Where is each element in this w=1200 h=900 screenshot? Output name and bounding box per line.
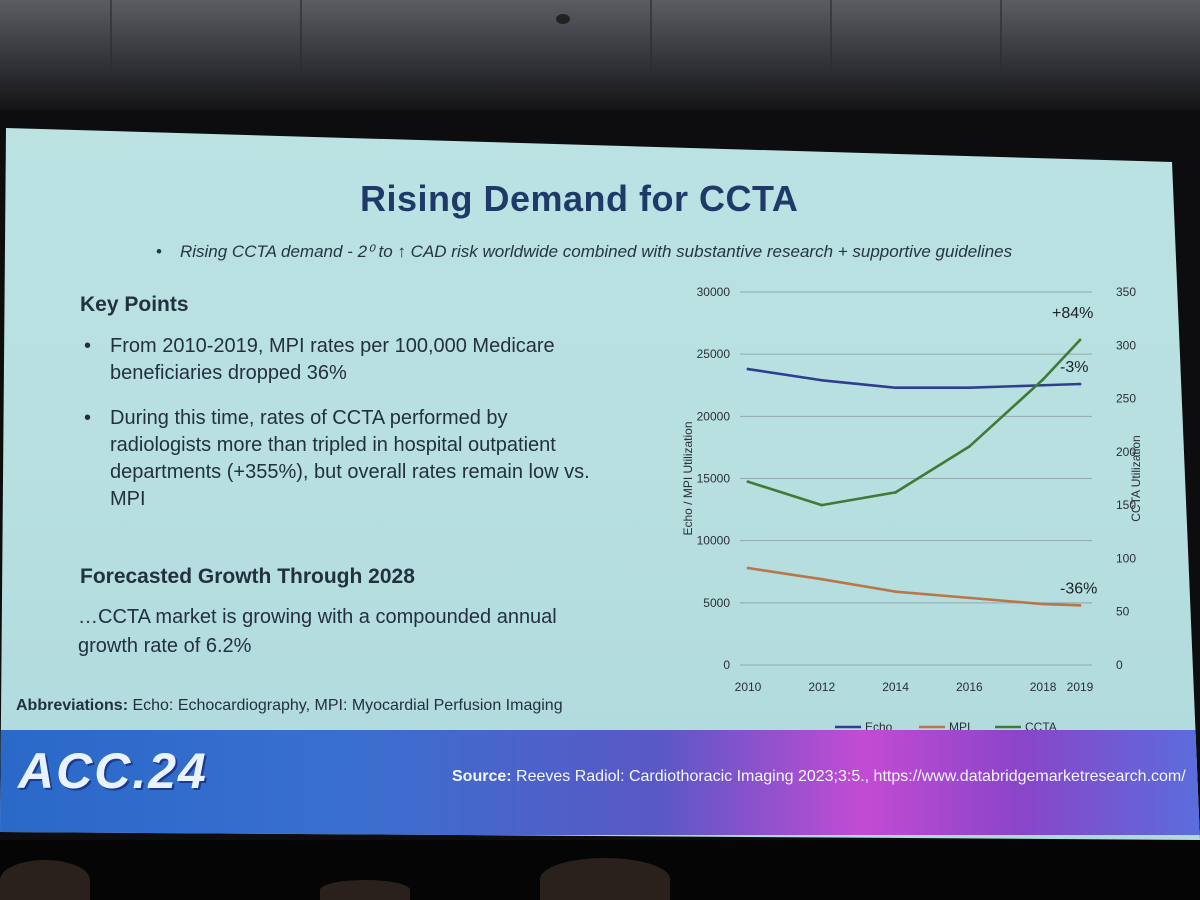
data-point-echo: [894, 386, 897, 390]
abbreviations: Abbreviations: Echo: Echocardiography, M…: [16, 697, 563, 715]
footer-band: [0, 730, 1200, 835]
data-point-echo: [1078, 382, 1082, 386]
annotation-echo: -3%: [1060, 359, 1088, 376]
subtitle-bullet: •: [156, 242, 162, 261]
data-point-ccta: [1041, 377, 1045, 381]
x-tick-label: 2010: [735, 680, 762, 694]
x-tick-label: 2016: [956, 680, 983, 694]
data-point-ccta: [820, 503, 824, 507]
data-point-echo: [820, 378, 824, 382]
abbreviations-label: Abbreviations:: [16, 697, 129, 714]
y2-tick-label: 150: [1116, 498, 1136, 512]
annotation-mpi: -36%: [1060, 580, 1097, 597]
forecast-text: …CCTA market is growing with a compounde…: [78, 606, 557, 657]
y-tick-label: 15000: [697, 472, 731, 486]
source-label: Source:: [452, 768, 512, 785]
slide-title: Rising Demand for CCTA: [360, 178, 799, 219]
data-point-mpi: [894, 590, 897, 594]
key-point: • From 2010-2019, MPI rates per 100,000 …: [84, 333, 624, 387]
slide-subtitle: • Rising CCTA demand - 2⁰ to ↑ CAD risk w…: [156, 242, 1012, 262]
y-tick-label: 20000: [697, 409, 731, 423]
data-point-mpi: [820, 577, 824, 581]
y2-tick-label: 100: [1116, 551, 1136, 565]
series-line-echo: [747, 367, 1081, 390]
data-point-ccta: [1078, 338, 1082, 342]
source-text: Reeves Radiol: Cardiothoracic Imaging 20…: [511, 768, 1186, 785]
series-line-ccta: [747, 339, 1081, 507]
data-point-mpi: [1078, 603, 1082, 607]
y-axis-title: Echo / MPI Utilization: [681, 421, 695, 535]
x-tick-label: 2019: [1067, 680, 1094, 694]
y2-tick-label: 250: [1116, 392, 1136, 406]
ceiling-seam: [110, 0, 112, 70]
data-point-ccta: [967, 445, 971, 448]
utilization-line-chart: 0 5000 10000 15000 20000 25000 30000 0 50 100 150…: [681, 285, 1143, 734]
key-point-text: From 2010-2019, MPI rates per 100,000 Me…: [110, 335, 555, 384]
data-point-echo: [967, 386, 971, 390]
data-point-mpi: [1041, 602, 1045, 606]
y-tick-label: 30000: [697, 285, 731, 299]
bullet-marker: •: [84, 335, 92, 357]
y-tick-label: 5000: [703, 596, 730, 610]
key-point-text: During this time, rates of CCTA performe…: [110, 407, 590, 510]
y2-axis-title: CCTA Utilization: [1129, 435, 1143, 521]
y2-tick-label: 0: [1116, 658, 1123, 672]
abbreviations-text: Echo: Echocardiography, MPI: Myocardial …: [128, 697, 563, 714]
data-point-echo: [1041, 383, 1045, 387]
ceiling-camera-icon: [556, 14, 570, 24]
source-citation: Source: Reeves Radiol: Cardiothoracic Im…: [452, 768, 1186, 786]
key-points-heading: Key Points: [80, 293, 189, 316]
ceiling-seam: [650, 0, 652, 70]
key-point: • During this time, rates of CCTA perfor…: [84, 405, 624, 513]
data-point-ccta: [894, 490, 897, 494]
y2-tick-label: 50: [1116, 605, 1130, 619]
x-tick-label: 2018: [1030, 680, 1057, 694]
data-point-ccta: [746, 480, 750, 484]
y2-tick-label: 200: [1116, 445, 1136, 459]
y2-tick-label: 300: [1116, 338, 1136, 352]
data-point-mpi: [746, 566, 750, 570]
y2-tick-label: 350: [1116, 285, 1136, 299]
ceiling-seam: [300, 0, 302, 70]
y-tick-label: 10000: [697, 534, 731, 548]
y-tick-label: 0: [723, 658, 730, 672]
audience-head: [0, 860, 90, 900]
data-point-mpi: [967, 596, 971, 600]
forecast-heading: Forecasted Growth Through 2028: [80, 565, 415, 588]
acc24-logo: ACC.24: [18, 743, 208, 799]
audience-head: [320, 880, 410, 900]
ceiling-seam: [1000, 0, 1002, 70]
audience-head: [540, 858, 670, 900]
x-tick-label: 2014: [882, 680, 909, 694]
ceiling: [0, 0, 1200, 110]
audience: [0, 840, 1200, 900]
subtitle-text: Rising CCTA demand - 2⁰ to ↑ CAD risk wo…: [179, 242, 1013, 261]
x-tick-label: 2012: [808, 680, 835, 694]
annotation-ccta: +84%: [1052, 305, 1093, 322]
ceiling-seam: [830, 0, 832, 70]
data-point-echo: [746, 367, 750, 371]
series-line-mpi: [747, 566, 1081, 607]
bullet-marker: •: [84, 407, 92, 429]
y-tick-label: 25000: [697, 347, 731, 361]
